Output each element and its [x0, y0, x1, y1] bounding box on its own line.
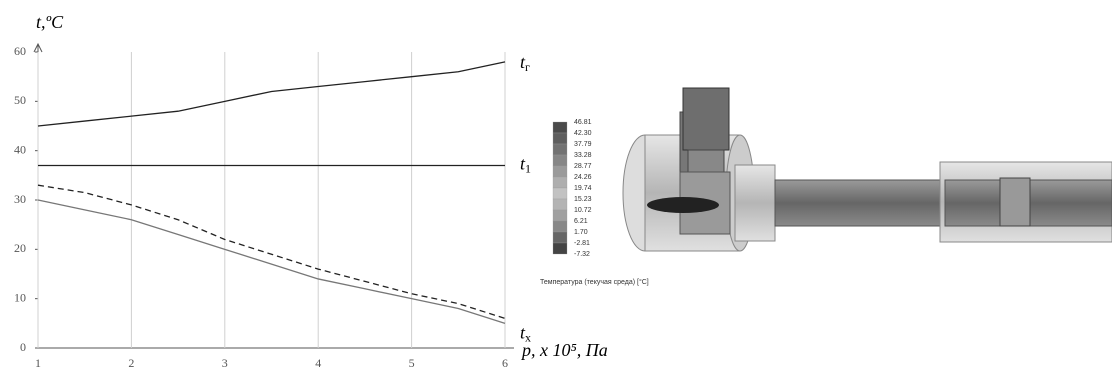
line-label-sub: г [525, 60, 530, 74]
scale-swatch [553, 232, 567, 243]
y-axis-label: t,ºC [36, 12, 64, 32]
scale-swatch [553, 155, 567, 166]
x-tick-label: 4 [315, 356, 321, 370]
series-line [38, 185, 505, 318]
y-tick-label: 20 [14, 241, 26, 255]
y-tick-label: 30 [14, 192, 26, 206]
x-tick-label: 6 [502, 356, 508, 370]
line-label: tг [520, 52, 530, 74]
y-tick-label: 60 [14, 44, 26, 58]
scale-swatch [553, 199, 567, 210]
x-tick-label: 1 [35, 356, 41, 370]
color-scale: 46.81 42.30 37.79 33.28 28.77 24.26 19.74 15.23… [553, 119, 592, 258]
scale-swatch [553, 133, 567, 144]
scale-label: 46.81 [574, 119, 592, 126]
scale-label: 10.72 [574, 207, 592, 214]
y-tick-label: 50 [14, 93, 26, 107]
scale-label: 37.79 [574, 141, 592, 148]
scale-label: 1.70 [574, 229, 588, 236]
line-label-sub: x [525, 330, 531, 344]
x-tick-label: 3 [222, 356, 228, 370]
scale-label: -2.81 [574, 240, 590, 247]
scale-swatch [553, 221, 567, 232]
scale-swatch [553, 166, 567, 177]
scale-label: 15.23 [574, 196, 592, 203]
scale-label: 28.77 [574, 163, 592, 170]
scale-label: 6.21 [574, 218, 588, 225]
scale-swatch [553, 188, 567, 199]
scale-label: 42.30 [574, 130, 592, 137]
scale-swatch [553, 144, 567, 155]
simulation-image [623, 88, 1112, 251]
series-line [38, 200, 505, 323]
scale-label: -7.32 [574, 251, 590, 258]
scale-label: 19.74 [574, 185, 592, 192]
y-tick-label: 40 [14, 142, 26, 156]
series-line [38, 62, 505, 126]
line-label: t1 [520, 154, 531, 176]
scale-swatch [553, 243, 567, 254]
line-label-sub: 1 [525, 161, 531, 175]
figure: t,ºC p, x 10⁵, Па 46.81 42.30 37.79 33.28 28… [0, 0, 1112, 372]
scale-swatch [553, 177, 567, 188]
scale-caption: Температура (текучая среда) [°C] [540, 278, 649, 286]
page: {"chart_data": {"type": "line", "ylabel"… [0, 0, 1112, 372]
x-axis-label: p, x 10⁵, Па [520, 340, 608, 360]
y-tick-label: 0 [20, 340, 26, 354]
scale-swatch [553, 210, 567, 221]
x-tick-label: 5 [409, 356, 415, 370]
scale-swatch [553, 122, 567, 133]
line-label: tx [520, 323, 531, 345]
y-tick-label: 10 [14, 290, 26, 304]
scale-label: 24.26 [574, 174, 592, 181]
scale-label: 33.28 [574, 152, 592, 159]
x-tick-label: 2 [128, 356, 134, 370]
